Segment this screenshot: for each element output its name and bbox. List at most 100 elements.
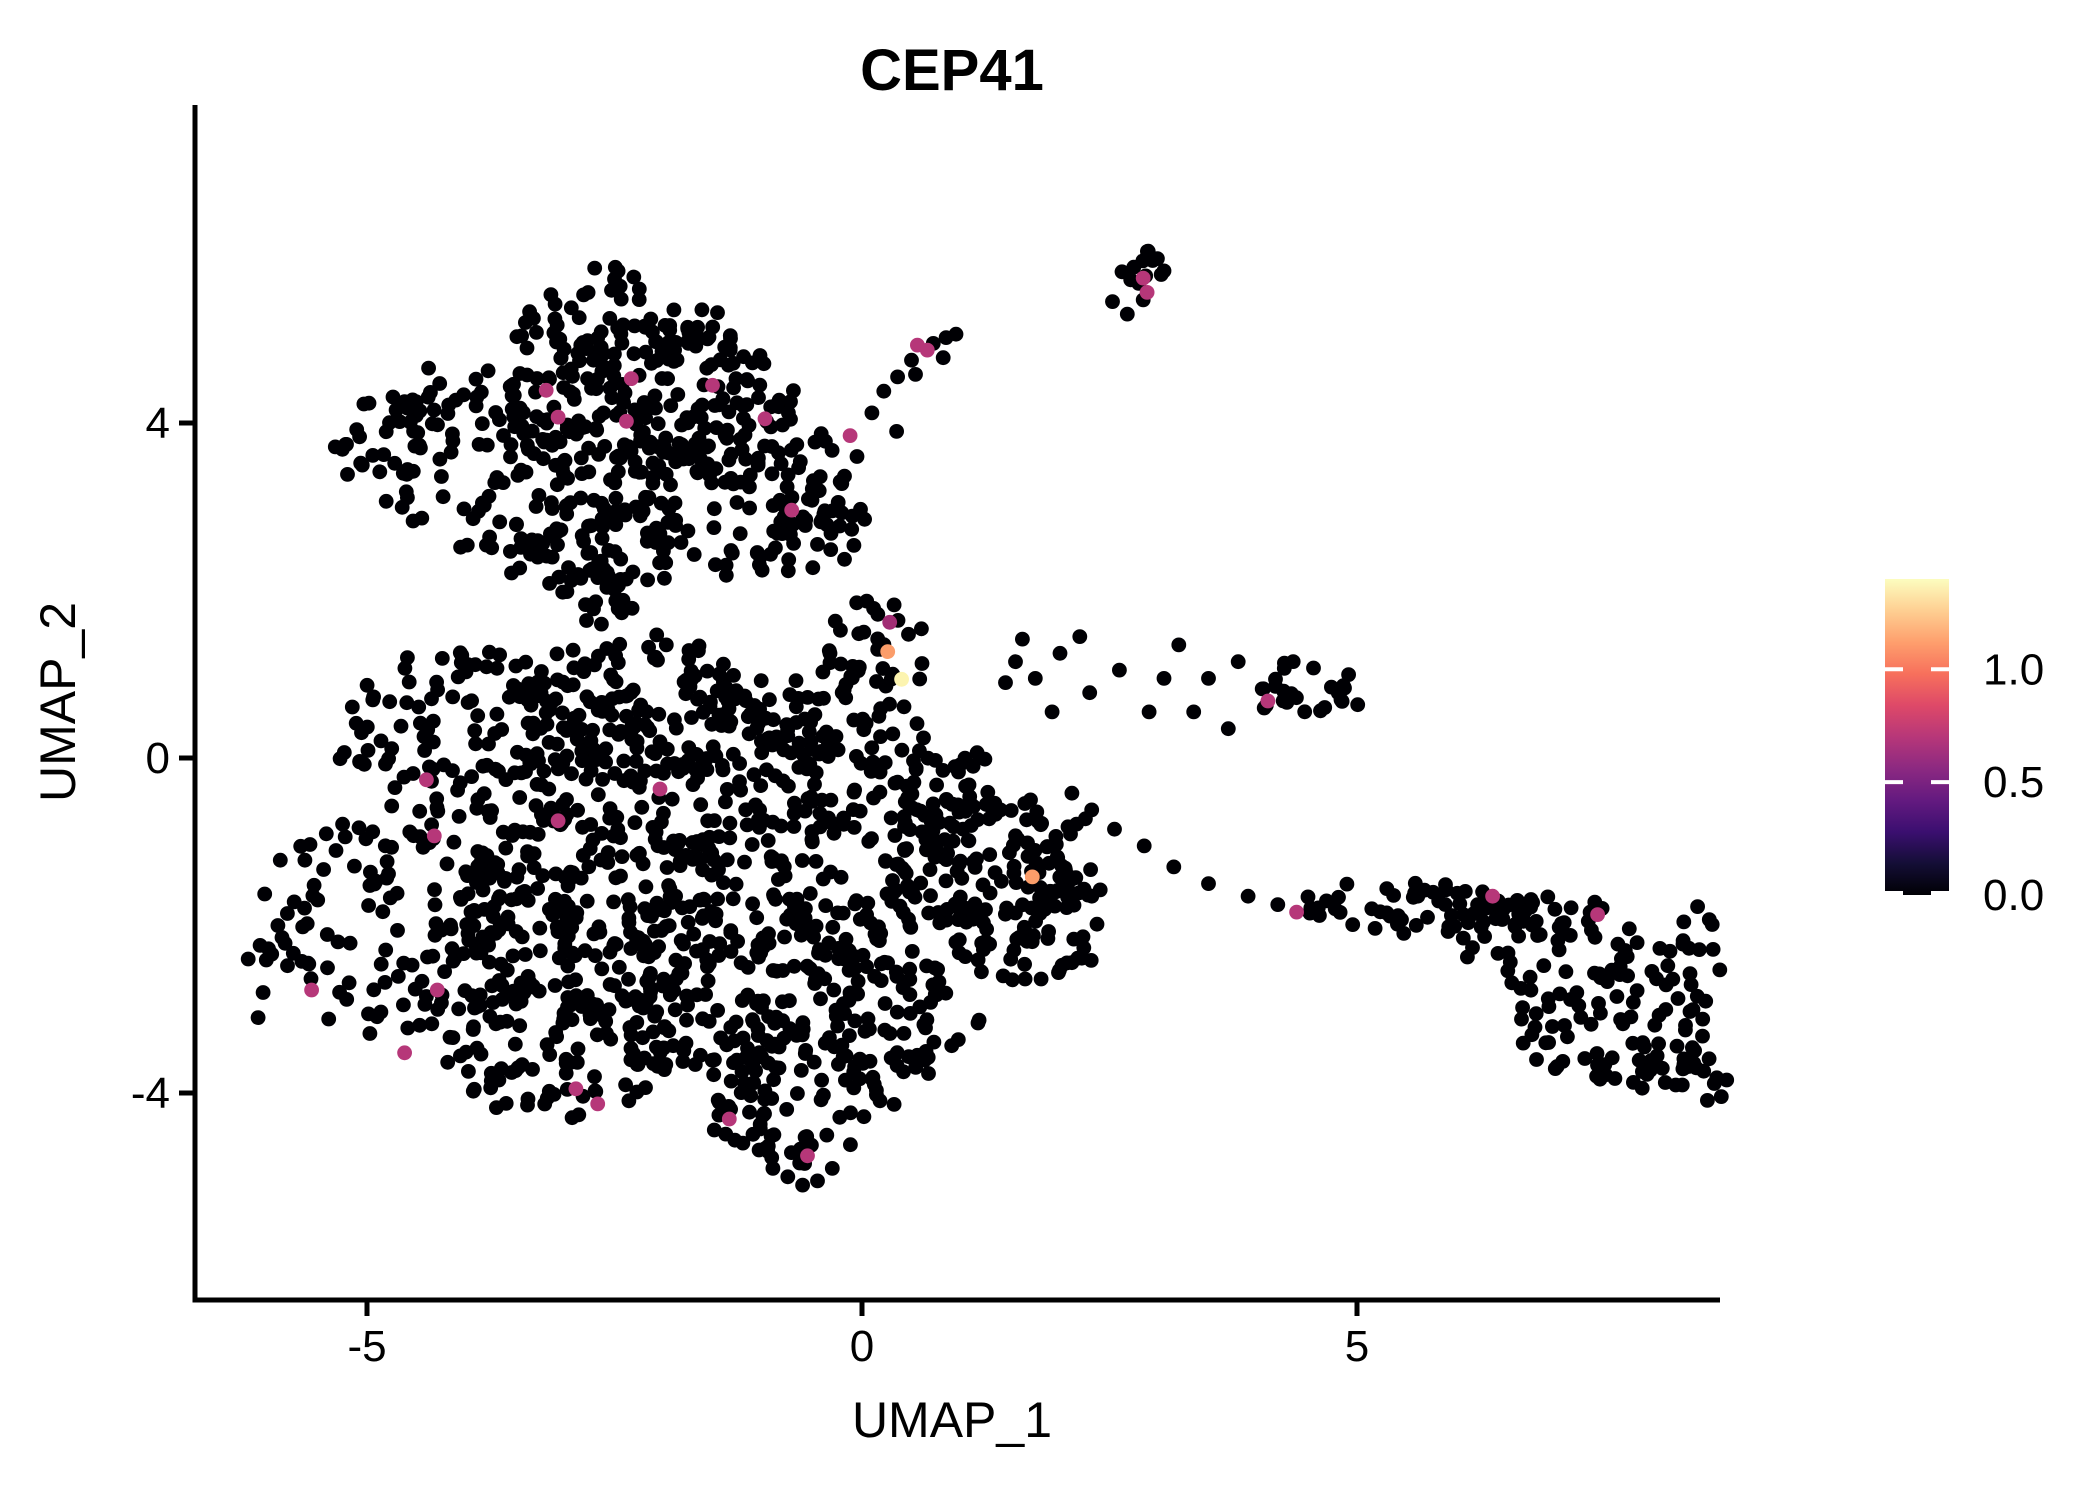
cell-point: [625, 564, 641, 580]
cell-point: [824, 443, 840, 458]
cell-point: [896, 1026, 912, 1041]
cell-point: [716, 656, 731, 672]
cell-point: [318, 826, 334, 842]
cell-point: [625, 682, 641, 698]
cell-point: [566, 660, 582, 676]
cell-point: [648, 903, 663, 918]
cell-point: [1583, 1016, 1599, 1032]
cell-point: [280, 906, 295, 921]
cell-point: [690, 691, 705, 707]
cell-point: [634, 799, 650, 815]
cell-point: [901, 626, 916, 642]
cell-point: [419, 772, 434, 788]
cell-point: [732, 756, 747, 771]
cell-point: [1039, 839, 1055, 855]
cell-point: [635, 1030, 650, 1046]
cell-point: [732, 774, 747, 789]
cell-point: [606, 894, 621, 910]
cell-point: [766, 1072, 781, 1088]
cell-point: [766, 712, 781, 728]
cell-point: [705, 319, 721, 335]
cell-point: [909, 716, 925, 731]
cell-point: [563, 573, 579, 588]
cell-point: [613, 868, 628, 884]
cell-point: [553, 350, 569, 366]
cell-point: [811, 483, 827, 499]
cell-point: [429, 982, 445, 998]
cell-point: [844, 508, 860, 524]
cell-point: [1634, 1080, 1650, 1096]
cell-point: [473, 384, 489, 400]
cell-point: [373, 956, 389, 972]
cell-point: [922, 862, 938, 877]
plot-title: CEP41: [860, 38, 1044, 103]
cell-point: [686, 547, 702, 562]
cell-point: [609, 809, 625, 825]
cell-point: [587, 564, 602, 579]
cell-point: [470, 792, 486, 808]
cell-point: [788, 673, 804, 688]
cell-point: [719, 430, 735, 446]
cell-point: [699, 751, 715, 766]
cell-point: [928, 753, 943, 768]
cell-point: [958, 803, 973, 819]
cell-point: [597, 439, 613, 454]
cell-point: [520, 1091, 536, 1107]
cell-point: [780, 563, 796, 579]
cell-point: [823, 542, 839, 557]
cell-point: [1670, 991, 1686, 1006]
cell-point: [1268, 679, 1283, 694]
cell-point: [1033, 817, 1049, 833]
cell-point: [573, 995, 589, 1010]
cell-point: [1657, 1075, 1673, 1090]
cell-point: [931, 815, 947, 830]
cell-point: [978, 936, 993, 952]
cell-point: [503, 437, 519, 453]
cell-point: [905, 884, 920, 900]
cell-point: [424, 817, 439, 833]
cell-point: [1135, 270, 1151, 286]
cell-point: [836, 810, 851, 826]
cell-point: [344, 699, 360, 715]
cell-point: [522, 824, 538, 840]
cell-point: [700, 813, 716, 829]
cell-point: [847, 896, 863, 912]
cell-point: [1662, 943, 1678, 959]
cell-point: [780, 467, 796, 483]
cell-point: [838, 690, 854, 706]
cell-point: [736, 349, 751, 365]
cell-point: [385, 389, 401, 405]
cell-point: [1584, 922, 1599, 938]
cell-point: [678, 848, 694, 863]
cell-point: [321, 1011, 337, 1027]
cell-point: [579, 893, 595, 909]
cell-point: [578, 341, 594, 356]
cell-point: [602, 380, 618, 396]
cell-point: [886, 597, 902, 613]
cell-point: [644, 355, 659, 371]
cell-point: [479, 659, 494, 675]
cell-point: [679, 988, 694, 1004]
cell-point: [607, 346, 622, 362]
cell-point: [255, 985, 271, 1000]
cell-point: [509, 516, 524, 532]
cell-point: [365, 824, 381, 840]
cell-point: [272, 852, 288, 868]
cell-point: [557, 1009, 573, 1025]
cell-point: [1609, 989, 1625, 1004]
cell-point: [608, 593, 624, 609]
cell-point: [1500, 963, 1516, 979]
cell-point: [1044, 704, 1060, 720]
cell-point: [629, 734, 645, 749]
cell-point: [902, 822, 918, 837]
cell-point: [560, 470, 575, 486]
cell-point: [577, 943, 593, 959]
cell-point: [654, 371, 670, 386]
cell-point: [621, 992, 637, 1008]
cell-point: [1289, 690, 1304, 706]
cell-point: [982, 847, 998, 862]
cell-point: [252, 938, 268, 953]
cell-point: [791, 735, 807, 751]
cell-point: [578, 419, 593, 435]
cell-point: [559, 792, 574, 807]
